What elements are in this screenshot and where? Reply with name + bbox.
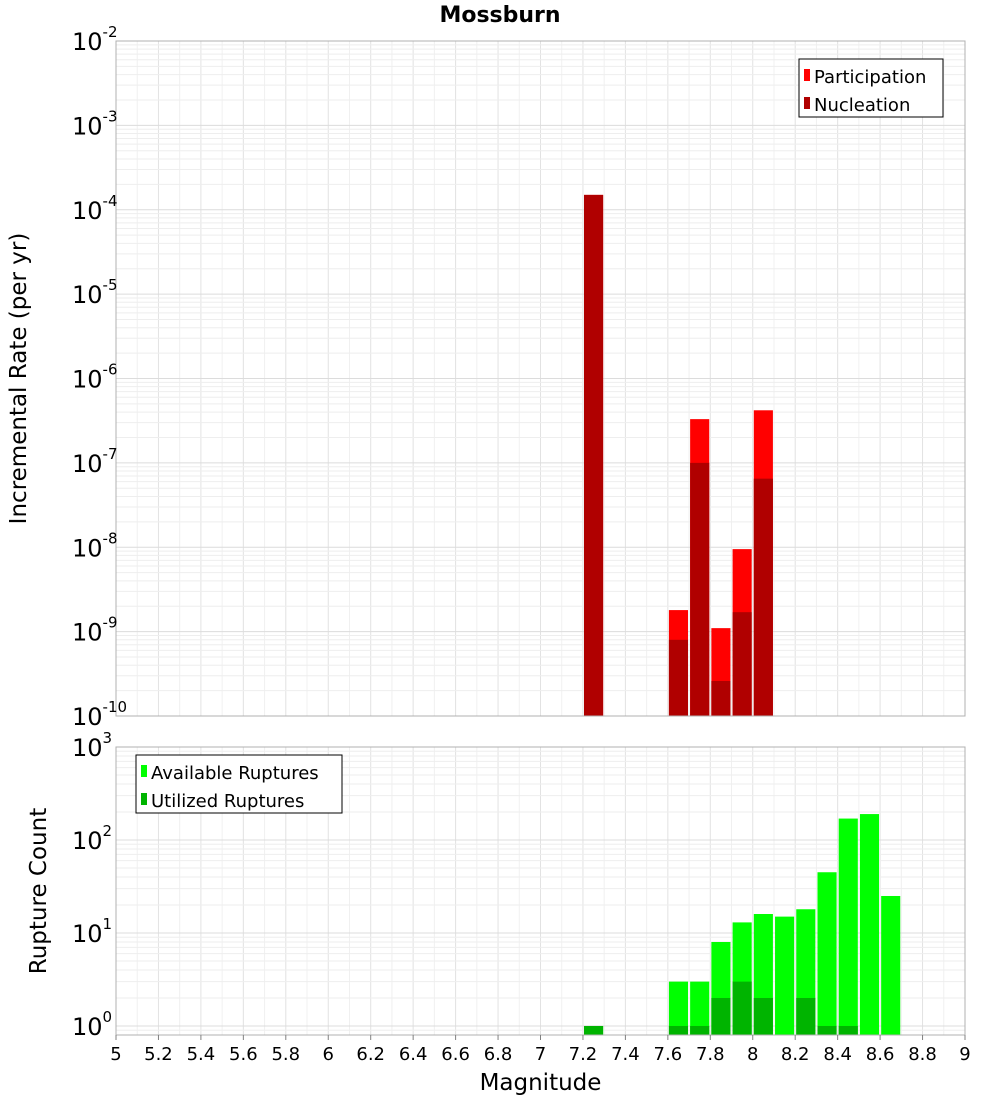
rate-bar-nucleation <box>668 639 689 716</box>
x-tick-label: 5.4 <box>187 1044 216 1065</box>
rate-legend: Participation Nucleation <box>798 58 944 118</box>
x-tick-label: 8.6 <box>866 1044 895 1065</box>
legend-swatch <box>804 69 810 81</box>
count-bar-utilized-ruptures <box>584 1025 604 1035</box>
x-tick-label: 6.4 <box>399 1044 428 1065</box>
legend-entry: Utilized Ruptures <box>151 791 304 812</box>
x-tick-label: 8 <box>747 1044 758 1065</box>
y-tick-label: 10-7 <box>72 445 118 478</box>
count-bar-utilized-ruptures <box>796 997 816 1035</box>
y-tick-label: 10-3 <box>72 107 118 140</box>
legend-entry: Participation <box>814 67 926 88</box>
rate-bar-nucleation <box>711 680 731 716</box>
legend-swatch <box>804 97 810 109</box>
rate-panel-frame <box>115 40 966 717</box>
x-tick-label: 5.8 <box>271 1044 300 1065</box>
count-panel-bars <box>584 814 901 1035</box>
x-tick-label: 6 <box>323 1044 334 1065</box>
rate-panel: 10-10 10-9 10-8 10-7 10-6 10-5 10-4 10-3 10-2 In… <box>6 23 966 731</box>
rate-panel-bars <box>584 194 773 716</box>
rate-y-axis-label: Incremental Rate (per yr) <box>6 233 32 525</box>
y-tick-label: 10-10 <box>72 698 127 731</box>
count-panel-y-ticks: 100 101 102 103 <box>72 729 112 1041</box>
y-tick-label: 10-2 <box>72 23 118 56</box>
y-tick-label: 10-9 <box>72 614 118 647</box>
x-tick-label: 5.2 <box>144 1044 173 1065</box>
rate-panel-grid <box>115 40 966 717</box>
count-bar-available-ruptures <box>817 872 837 1035</box>
y-tick-label: 101 <box>72 915 112 948</box>
y-tick-label: 102 <box>72 822 112 855</box>
x-tick-label: 7.6 <box>654 1044 683 1065</box>
x-tick-label: 6.2 <box>356 1044 385 1065</box>
count-bar-utilized-ruptures <box>690 1025 710 1035</box>
count-panel: 100 101 102 103 5 5.2 5.4 5.6 5.8 6 6.2 6.4 6.6 6.8 7… <box>26 729 971 1096</box>
count-bar-available-ruptures <box>859 814 880 1035</box>
rate-bar-nucleation <box>732 612 752 716</box>
rate-bar-nucleation <box>753 478 773 716</box>
y-tick-label: 10-4 <box>72 192 118 225</box>
x-tick-label: 8.4 <box>823 1044 852 1065</box>
legend-box <box>135 754 343 814</box>
count-bar-utilized-ruptures <box>753 997 773 1035</box>
rate-panel-y-ticks: 10-10 10-9 10-8 10-7 10-6 10-5 10-4 10-3 10-2 <box>72 23 127 731</box>
rate-bar-nucleation <box>584 194 604 716</box>
y-tick-label: 103 <box>72 729 112 762</box>
count-bar-available-ruptures <box>838 818 858 1035</box>
chart-title: Mossburn <box>439 3 560 28</box>
x-tick-label: 5 <box>110 1044 121 1065</box>
count-bar-utilized-ruptures <box>838 1025 858 1035</box>
x-axis-label: Magnitude <box>480 1070 602 1096</box>
x-tick-label: 9 <box>959 1044 970 1065</box>
count-bar-available-ruptures <box>668 981 689 1035</box>
count-bar-utilized-ruptures <box>711 997 731 1035</box>
y-tick-label: 10-8 <box>72 529 118 562</box>
x-tick-label: 5.6 <box>229 1044 258 1065</box>
count-bar-available-ruptures <box>690 981 710 1035</box>
y-tick-label: 10-5 <box>72 276 118 309</box>
x-tick-label: 7 <box>535 1044 546 1065</box>
count-bar-utilized-ruptures <box>668 1025 689 1035</box>
x-tick-label: 7.2 <box>569 1044 598 1065</box>
x-axis-ticks: 5 5.2 5.4 5.6 5.8 6 6.2 6.4 6.6 6.8 7 7.2 7.4 7.6 7.8 8… <box>110 1035 971 1065</box>
count-bar-available-ruptures <box>881 895 901 1035</box>
count-bar-utilized-ruptures <box>817 1025 837 1035</box>
x-tick-label: 6.6 <box>441 1044 470 1065</box>
legend-swatch <box>141 765 147 777</box>
count-bar-utilized-ruptures <box>732 981 752 1035</box>
legend-swatch <box>141 793 147 805</box>
x-tick-label: 6.8 <box>484 1044 513 1065</box>
rate-bar-nucleation <box>690 462 710 716</box>
count-y-axis-label: Rupture Count <box>26 808 52 974</box>
count-legend: Available Ruptures Utilized Ruptures <box>135 754 343 814</box>
legend-box <box>798 58 944 118</box>
legend-entry: Available Ruptures <box>151 763 319 784</box>
x-tick-label: 7.8 <box>696 1044 725 1065</box>
count-bar-available-ruptures <box>775 916 795 1035</box>
y-tick-label: 100 <box>72 1008 112 1041</box>
x-tick-label: 8.8 <box>908 1044 937 1065</box>
x-tick-label: 8.2 <box>781 1044 810 1065</box>
y-tick-label: 10-6 <box>72 361 118 394</box>
legend-entry: Nucleation <box>814 95 910 116</box>
x-tick-label: 7.4 <box>611 1044 640 1065</box>
